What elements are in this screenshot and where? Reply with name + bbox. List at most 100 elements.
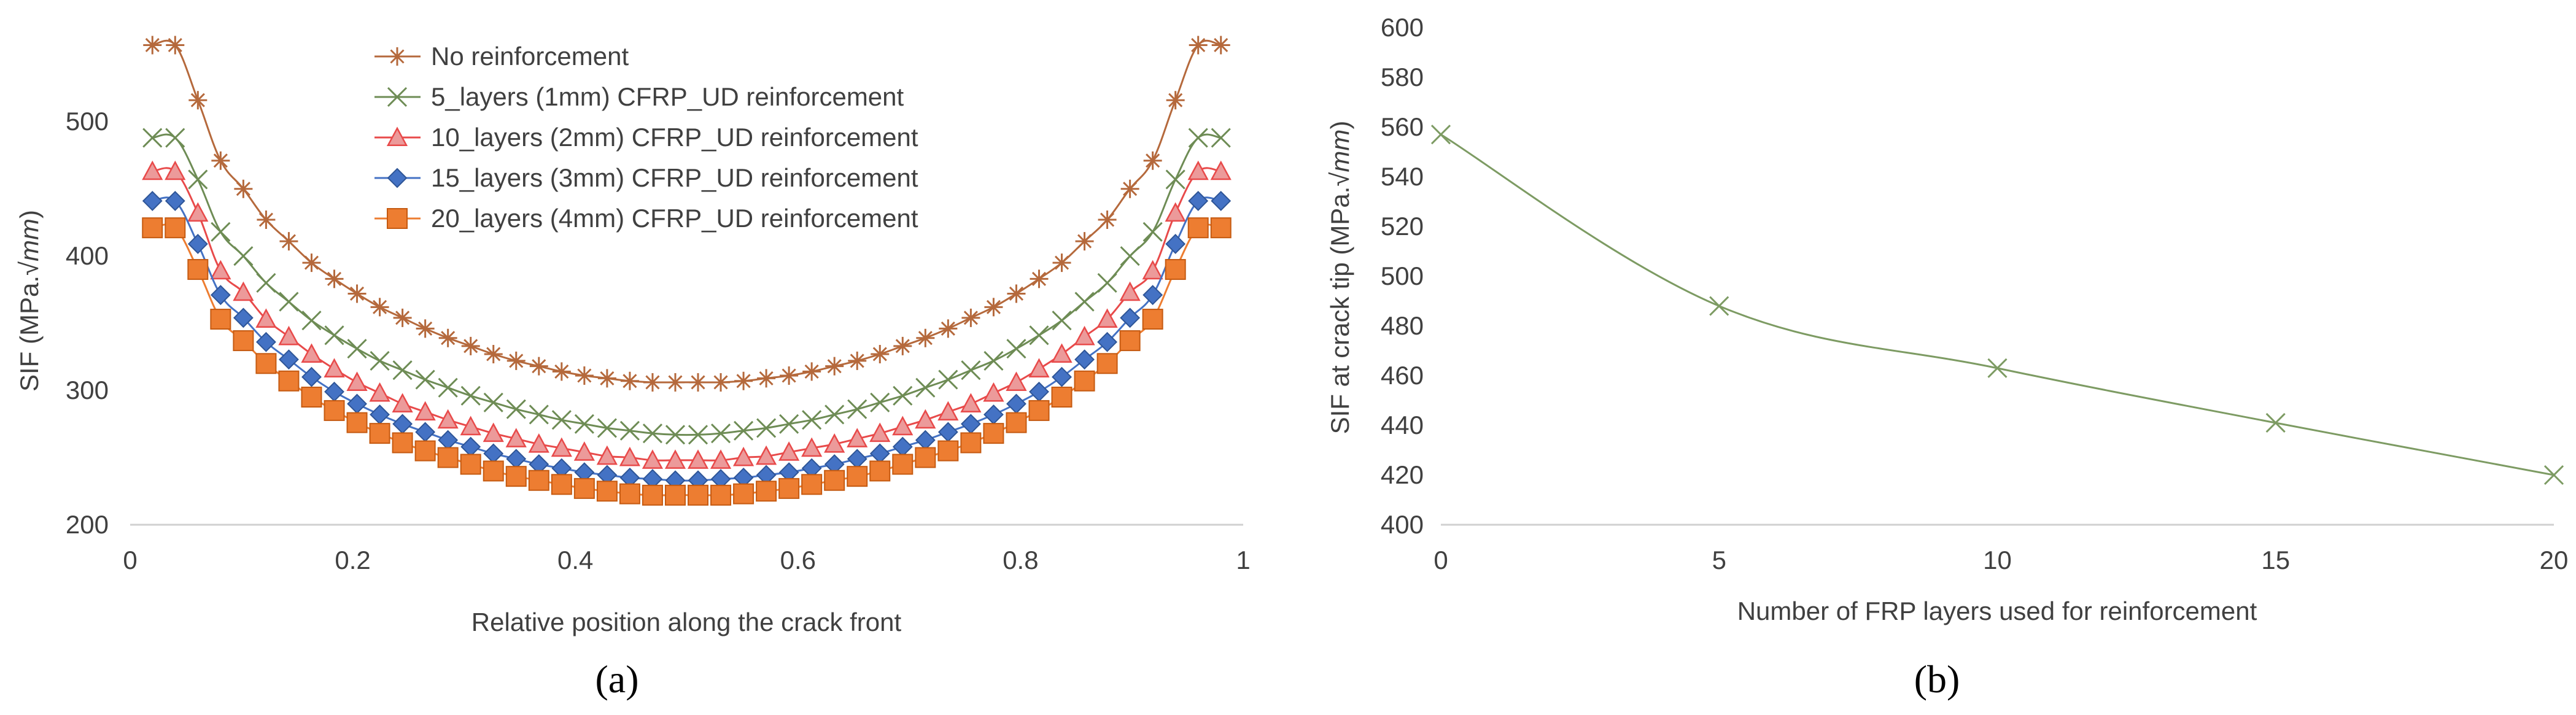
panel-a-series-2-point: [847, 399, 867, 419]
panel-a-series-3-point: [664, 449, 686, 469]
panel-a-series-3-point: [1006, 371, 1027, 391]
panel-a-series-4-point: [210, 285, 231, 306]
panel-a-series-2-point: [1052, 311, 1072, 331]
panel-a-series-4-point: [392, 414, 413, 435]
panel-a-series-2-point: [665, 425, 686, 445]
panel-a-series-1-line: [152, 39, 1222, 384]
panel-a-series-2-point: [256, 272, 276, 293]
panel-a-series-2-point: [301, 311, 322, 331]
panel-a-series-4-point: [1211, 190, 1232, 211]
panel-b-series-group: [1430, 125, 2564, 485]
panel-a-series-2-point: [1074, 292, 1095, 312]
panel-a-series-5-point: [505, 466, 527, 487]
panel-a-series-2-point: [506, 399, 526, 419]
panel-a-series-5-point: [528, 470, 549, 491]
panel-a-series-1-point: [984, 298, 1003, 317]
panel-a-series-2-point: [188, 169, 208, 190]
panel-b-series-1: [1430, 125, 2564, 485]
panel-b-y-tick-label: 400: [1381, 510, 1424, 539]
panel-a-series-group: [142, 36, 1232, 506]
legend-swatch-marker: [387, 208, 408, 229]
panel-a-series-5-point: [960, 432, 982, 454]
panel-a-series-2-point: [688, 425, 708, 445]
panel-a-series-1-point: [529, 357, 548, 376]
panel-a-y-tick-label: 500: [66, 107, 109, 136]
panel-a-series-5-point: [210, 309, 231, 330]
panel-a-series-1-point: [848, 351, 867, 370]
panel-a-series-1-point: [393, 308, 412, 327]
panel-a-series-3-point: [142, 160, 163, 180]
panel-a-series-2-point: [915, 377, 936, 398]
panel-a-series-5-point: [460, 454, 481, 475]
panel-a-x-tick-labels: 0 0.2 0.4 0.6 0.8 1: [123, 546, 1250, 574]
panel-a-series-2-point: [734, 420, 754, 441]
panel-a-series-1-point: [1211, 36, 1230, 55]
panel-a-series-2-point: [756, 418, 777, 438]
panel-a-series-4-point: [438, 430, 459, 450]
panel-a-series-1-point: [1166, 91, 1185, 110]
panel-a-series-5-point: [869, 460, 891, 482]
legend-swatch-marker: [387, 168, 408, 188]
panel-a-series-1-point: [712, 373, 731, 392]
panel-a-series-5-point: [165, 217, 186, 239]
panel-b-series-point: [1987, 358, 2008, 378]
panel-b-y-tick-label: 520: [1381, 212, 1424, 241]
panel-a-series-1-point: [1075, 232, 1094, 251]
panel-a-series-2-point: [893, 385, 913, 406]
panel-b-y-tick-label: 420: [1381, 460, 1424, 489]
panel-a-series-5-point: [414, 440, 436, 462]
panel-a-series-5-point: [915, 447, 936, 468]
panel-a-series-1-point: [802, 362, 821, 381]
panel-a-series-4-point: [1097, 331, 1117, 352]
panel-a-series-3-point: [1165, 202, 1186, 222]
panel-a-series-1-point: [484, 344, 503, 363]
panel-a-series-5-point: [346, 412, 368, 433]
panel-a-series-4-point: [1165, 234, 1186, 254]
panel-a-series-2-point: [824, 404, 845, 425]
panel-a-series-3-point: [437, 409, 459, 429]
panel-b-x-tick-label: 15: [2261, 546, 2290, 574]
legend-entry-5: 20_layers (4mm) CFRP_UD reinforcement: [374, 204, 918, 233]
panel-a-series-4-point: [324, 381, 344, 402]
panel-b-x-tick-labels: 0 5 10 15 20: [1433, 546, 2568, 574]
panel-a-series-2-point: [483, 392, 503, 412]
legend-entry-4: 15_layers (3mm) CFRP_UD reinforcement: [374, 163, 918, 192]
panel-a-series-3-point: [1074, 325, 1095, 346]
panel-a-series-5: [142, 217, 1232, 506]
panel-a-series-3-point: [983, 382, 1004, 402]
panel-a-series-3-point: [960, 393, 982, 412]
panel-a-series-1-point: [1007, 284, 1026, 303]
panel-a-series-5-point: [1165, 259, 1186, 280]
panel-a-series-5-point: [142, 217, 163, 239]
panel-a-series-2-point: [551, 410, 572, 430]
panel-a-series-2-point: [460, 385, 481, 406]
panel-a-series-4-point: [1120, 307, 1141, 328]
panel-a-series-3-point: [528, 433, 549, 453]
panel-a-series-5-point: [573, 477, 595, 499]
panel-a-series-3-point: [505, 428, 527, 447]
panel-a-series-5-point: [688, 484, 709, 506]
panel-a-series-4-point: [1074, 349, 1095, 370]
panel-a-series-3-point: [1028, 358, 1050, 378]
panel-a-series-5-point: [1074, 370, 1095, 392]
panel-a-series-5-point: [733, 483, 755, 504]
panel-a-series-3-point: [937, 401, 959, 421]
panel-b-x-tick-label: 0: [1433, 546, 1448, 574]
panel-a-series-3-point: [551, 437, 572, 457]
panel-a-series-5-point: [187, 259, 209, 280]
panel-a-series-2-point: [347, 339, 367, 359]
panel-b-y-tick-label: 580: [1381, 63, 1424, 91]
legend-label: No reinforcement: [431, 42, 629, 71]
panel-a-series-3-point: [483, 422, 504, 443]
panel-a-series-4-point: [892, 436, 913, 457]
panel-a-series-3-point: [596, 445, 618, 465]
panel-a-series-5-point: [1119, 330, 1141, 352]
panel-a-series-1-point: [1052, 253, 1071, 272]
panel-a-series-2-point: [211, 222, 231, 242]
panel-a-x-axis-title: Relative position along the crack front: [471, 608, 902, 636]
panel-a-series-1-point: [893, 336, 912, 355]
panel-b-x-tick-label: 10: [1983, 546, 2012, 574]
panel-a-series-5-point: [937, 440, 959, 462]
panel-a-series-2-point: [779, 414, 799, 434]
panel-a-series-1-point: [347, 284, 367, 303]
